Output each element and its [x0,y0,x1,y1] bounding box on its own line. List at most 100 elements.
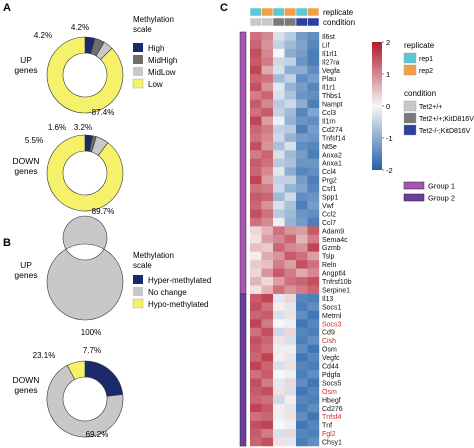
donut-A-down: DOWN genes 3.2% 1.6% 5.5% 89.7% [13,123,124,216]
heatmap-cell [284,65,297,75]
heatmap-cell [250,386,262,396]
heatmap-cell [307,378,320,388]
donut-slice-no-change [46,364,124,438]
heatmap-row-label: Il1r1 [322,85,336,92]
heatmap-cell [284,201,297,210]
heatmap-cell [307,386,320,396]
annotation-replicate-cell [295,7,308,17]
heatmap-cell [250,133,262,143]
heatmap-cell [296,175,308,185]
heatmap-cell [307,57,320,66]
donut-label: 3.2% [74,123,92,132]
heatmap-cell [296,412,308,421]
donut-title: DOWN genes [13,156,40,176]
heatmap-cell [261,412,274,421]
legend-swatch-condition [403,100,417,112]
legend-swatch-low [132,78,144,89]
heatmap-cell [261,91,274,100]
heatmap-cell [296,361,308,371]
heatmap-row-label: Thbs1 [322,93,342,100]
heatmap-cell [284,226,297,235]
heatmap-cell [284,420,297,430]
heatmap-cell [296,108,308,117]
heatmap-cell [296,293,308,303]
heatmap-cell [307,217,320,227]
heatmap-cell [296,167,308,176]
heatmap-cell [307,395,320,404]
heatmap-cell [273,74,285,83]
heatmap-row-label: Il1rn [322,118,336,125]
heatmap-cell [250,403,262,413]
heatmap-cell [261,234,274,244]
heatmap-row-label: Csf1 [322,186,337,193]
heatmap-cell [261,370,274,379]
heatmap-cell [296,82,308,92]
heatmap-cell [307,201,320,210]
heatmap-row-label: Ccl4 [322,169,336,176]
heatmap-row-label: Pdgfa [322,372,340,379]
heatmap-cell [273,310,285,320]
legend-label-replicate: rep2 [419,68,433,75]
heatmap-cell [261,420,274,430]
heatmap-row-label: Prg2 [322,178,337,185]
heatmap-cell [296,124,308,134]
heatmap-cell [296,116,308,126]
legend-title-b: Methylation scale [133,251,174,270]
heatmap-cell [296,91,308,100]
heatmap-row-label: Ccl7 [322,220,336,227]
heatmap-row-label: Lif [322,42,329,49]
legend-label-nochange: No change [148,288,187,297]
heatmap-cell [284,378,297,388]
heatmap-cell [250,412,262,421]
group-bar-group-1 [239,31,247,295]
heatmap-row-label: Serpine1 [322,287,350,294]
heatmap-row-label: Fgl2 [322,431,336,438]
heatmap-row-label: Metrnl [322,313,342,320]
donut-label: 87.4% [92,108,115,117]
heatmap-cell [284,167,297,176]
heatmap-row-label: Il13 [322,296,333,303]
legend-swatch-high [133,43,143,52]
heatmap-cell [307,429,320,438]
heatmap-row-label: Hbegf [322,397,341,404]
heatmap-cell [250,370,262,379]
heatmap-cell [307,124,320,134]
heatmap-cell [307,420,320,430]
heatmap-cell [261,302,274,312]
heatmap-cell [261,310,274,320]
heatmap-cell [284,74,297,83]
heatmap-cell [284,217,297,227]
annotation-replicate-cell [284,7,297,17]
heatmap-cell [296,201,308,210]
color-scale-bar [372,42,382,170]
heatmap-cell [261,403,274,413]
heatmap-cell [273,251,285,261]
heatmap-cell [296,429,308,438]
heatmap-cell [307,133,320,143]
heatmap-cell [307,353,320,362]
heatmap-cell [307,175,320,185]
heatmap-cell [284,158,297,168]
color-scale-tick-label: -2 [386,166,393,175]
heatmap-cell [261,361,274,371]
heatmap-cell [273,268,285,278]
heatmap-cell [250,141,262,151]
heatmap-cell [261,378,274,388]
heatmap-cell [307,403,320,413]
heatmap-cell [250,82,262,92]
heatmap-cell [296,285,308,295]
heatmap-cell [284,319,297,328]
legend-swatch-nochange [133,287,143,296]
heatmap-cell [296,226,308,235]
heatmap-cell [273,361,285,371]
heatmap-cell [250,57,262,66]
legend-swatch-hyper [133,275,143,284]
heatmap-cell [284,395,297,404]
heatmap-cell [307,251,320,261]
heatmap-cell [307,243,320,252]
heatmap-cell [296,319,308,328]
heatmap-cell [250,167,262,176]
heatmap-cell [273,420,285,430]
heatmap-cell [307,91,320,100]
donut-label: 7.7% [83,346,101,355]
